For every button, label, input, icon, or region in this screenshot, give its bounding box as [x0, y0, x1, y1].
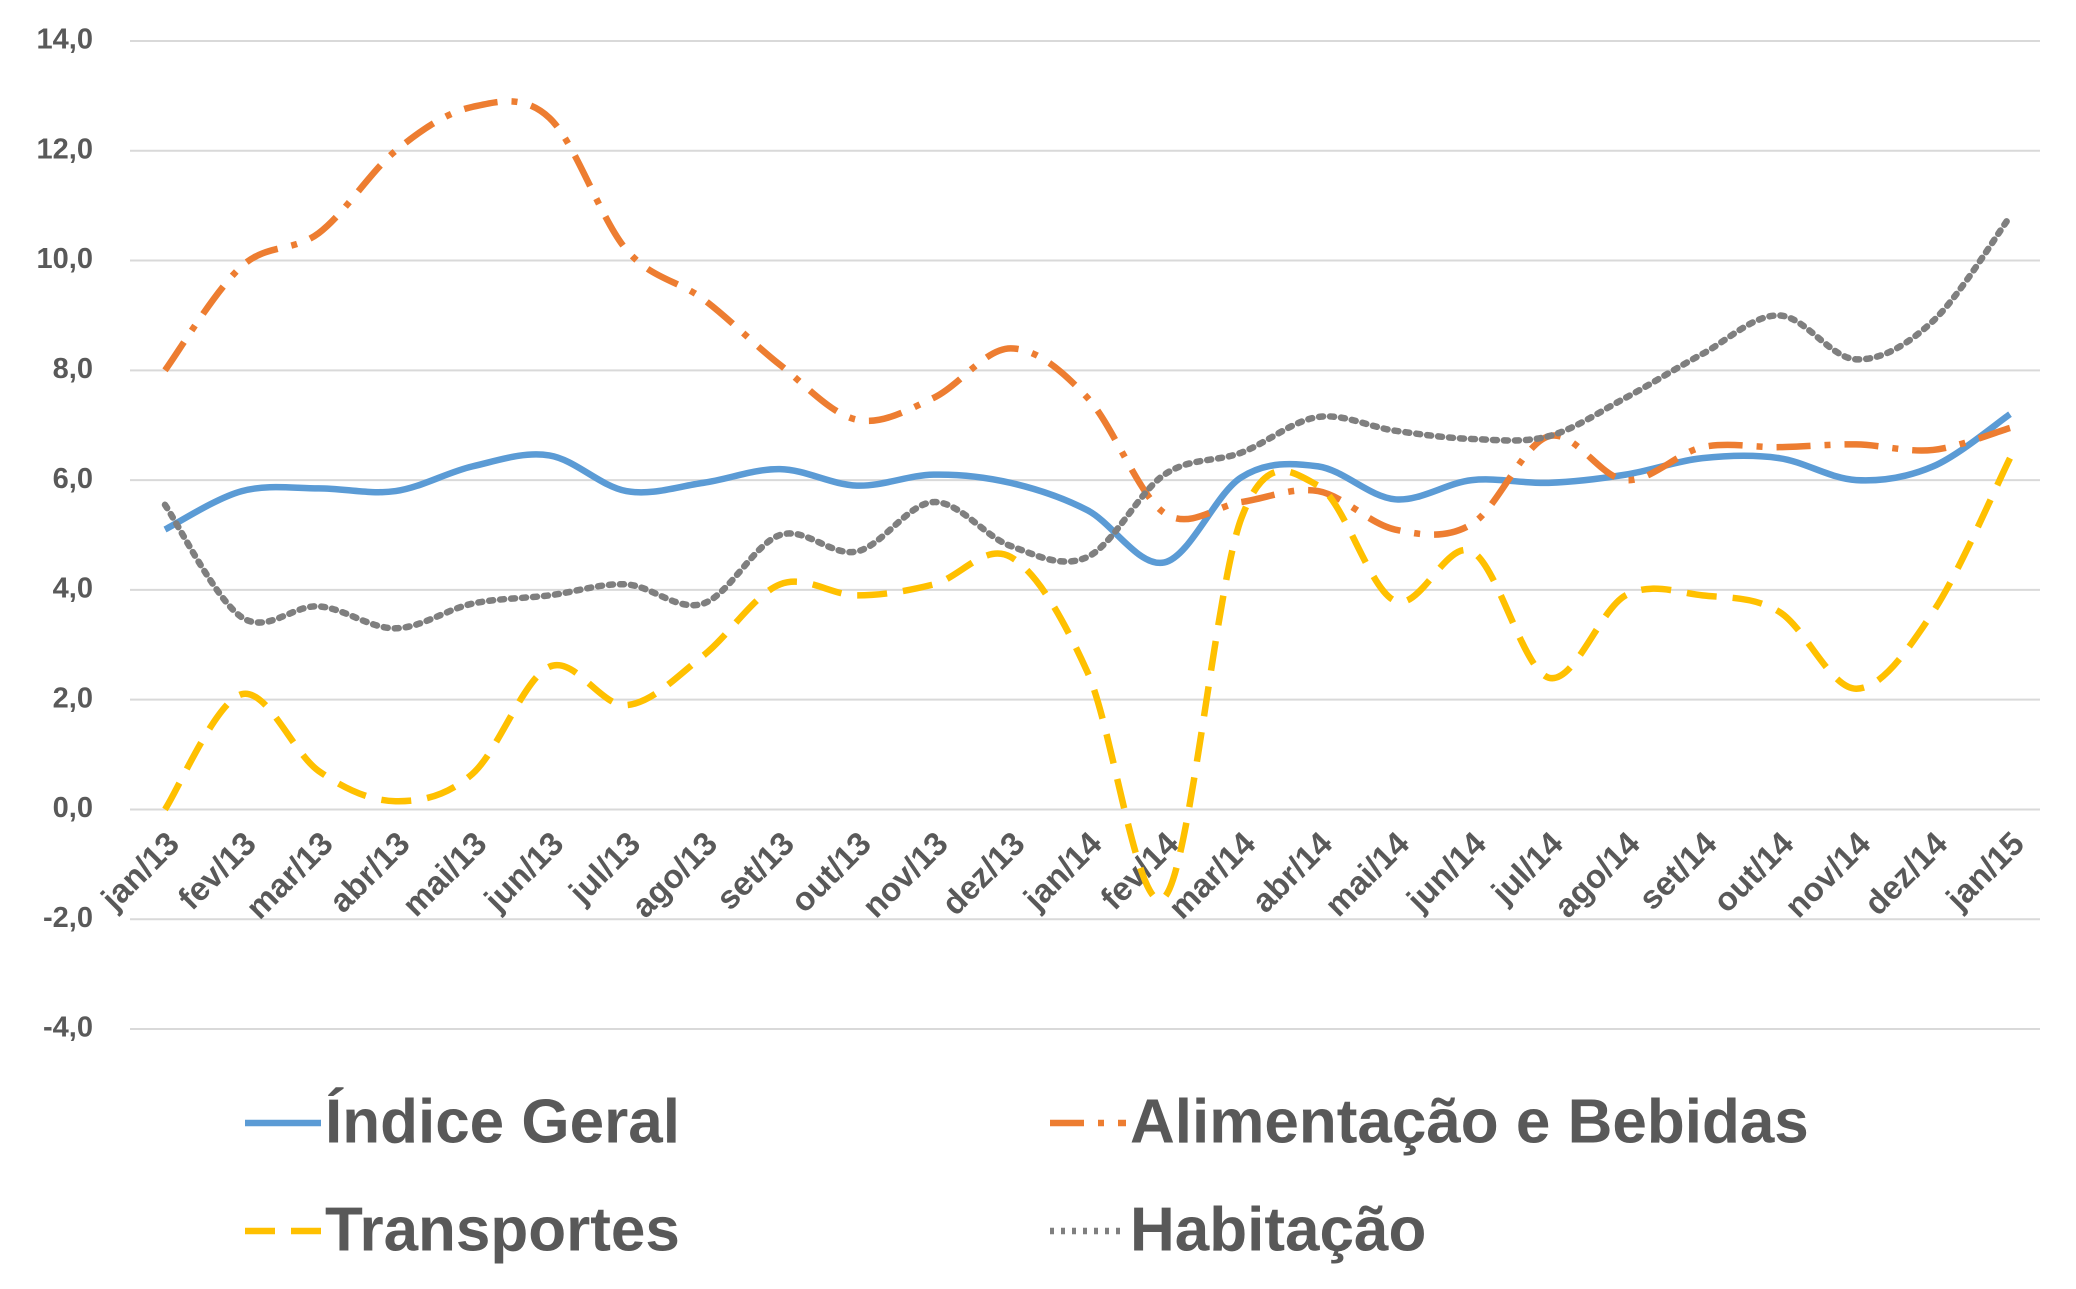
y-tick-label: 0,0 — [53, 792, 93, 824]
y-tick-label: 12,0 — [37, 133, 93, 165]
legend-label: Habitação — [1130, 1195, 1426, 1264]
y-tick-label: 8,0 — [53, 353, 93, 385]
y-tick-label: 6,0 — [53, 463, 93, 495]
y-tick-label: 10,0 — [37, 243, 93, 275]
y-tick-label: -4,0 — [43, 1012, 93, 1044]
legend-label: Transportes — [325, 1195, 680, 1264]
series-line — [162, 456, 2013, 903]
y-tick-label: 2,0 — [53, 682, 93, 714]
legend-label: Alimentação e Bebidas — [1130, 1087, 1809, 1156]
series-line — [163, 411, 2012, 567]
legend-label: Índice Geral — [325, 1087, 680, 1156]
series-line — [161, 213, 2014, 632]
y-tick-label: 4,0 — [53, 573, 93, 605]
y-tick-label: 14,0 — [37, 24, 93, 56]
series-line — [162, 98, 2011, 538]
y-tick-label: -2,0 — [43, 902, 93, 934]
